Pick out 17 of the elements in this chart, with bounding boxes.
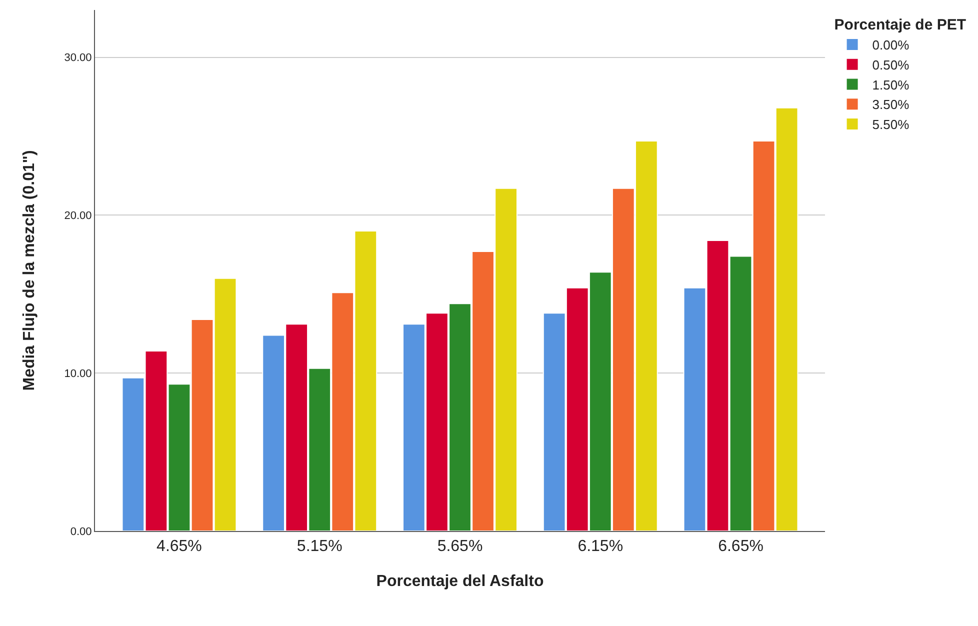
y-tick-label: 30.00 [64, 52, 92, 64]
y-tick-label: 20.00 [64, 210, 92, 222]
x-tick-label: 4.65% [156, 538, 202, 556]
x-tick-label: 6.15% [578, 538, 624, 556]
x-tick-label: 6.65% [718, 538, 764, 556]
legend-label: 5.50% [872, 117, 910, 132]
legend-title: Porcentaje de PET [834, 16, 966, 34]
y-tick-label: 10.00 [64, 368, 92, 380]
legend-label: 0.00% [872, 38, 910, 53]
y-tick-label: 0.00 [70, 526, 92, 538]
x-axis-title: Porcentaje del Asfalto [376, 572, 544, 590]
legend-label: 0.50% [872, 57, 910, 72]
x-tick-label: 5.65% [437, 538, 483, 556]
y-axis-title: Media Flujo de la mezcla (0.01") [21, 150, 38, 391]
legend-label: 3.50% [872, 97, 910, 112]
x-tick-label: 5.15% [296, 538, 342, 556]
legend-label: 1.50% [872, 77, 910, 92]
